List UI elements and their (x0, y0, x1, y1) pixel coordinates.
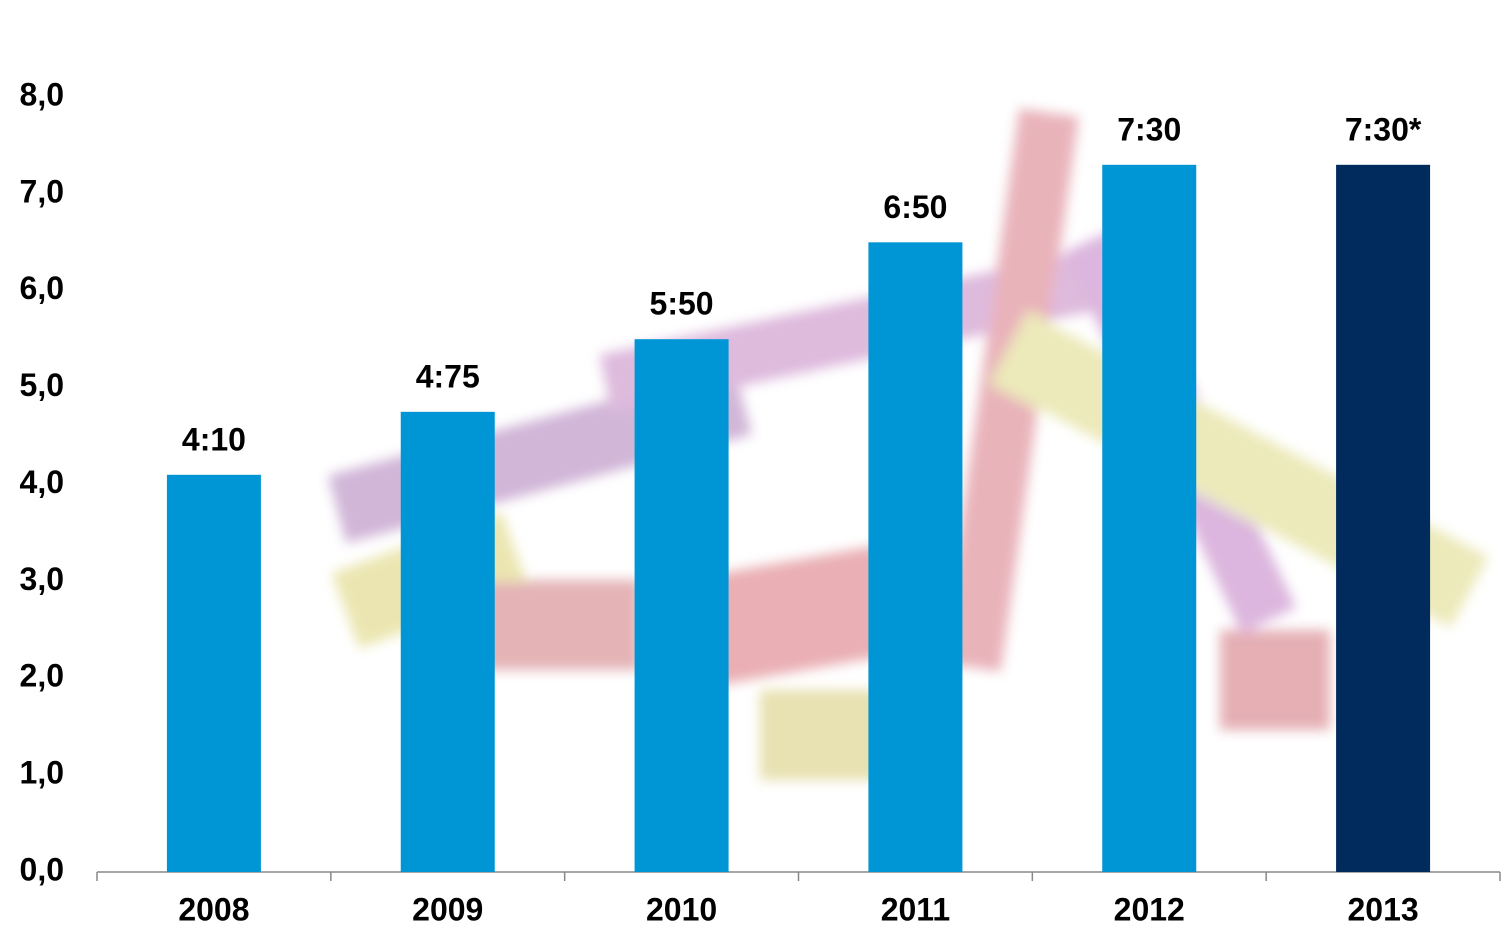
y-tick-label: 4,0 (20, 464, 64, 500)
bar (166, 474, 261, 872)
bar (868, 242, 963, 872)
y-tick-label: 0,0 (20, 851, 64, 887)
bar (634, 339, 729, 872)
value-label: 4:10 (182, 421, 246, 457)
x-tick-label: 2013 (1347, 891, 1418, 927)
y-tick-label: 5,0 (20, 367, 64, 403)
y-tick-label: 6,0 (20, 270, 64, 306)
y-tick-label: 3,0 (20, 561, 64, 597)
value-label: 4:75 (416, 358, 480, 394)
x-tick-label: 2009 (412, 891, 483, 927)
bar (1336, 164, 1431, 872)
value-label: 7:30* (1345, 111, 1422, 147)
bar (400, 411, 495, 872)
y-tick-label: 8,0 (20, 76, 64, 112)
x-tick-label: 2012 (1114, 891, 1185, 927)
y-tick-label: 7,0 (20, 173, 64, 209)
x-tick-label: 2010 (646, 891, 717, 927)
bar (1102, 164, 1197, 872)
x-tick-label: 2008 (178, 891, 249, 927)
value-label: 7:30 (1117, 111, 1181, 147)
x-tick-label: 2011 (881, 891, 950, 927)
y-tick-label: 2,0 (20, 658, 64, 694)
value-label: 5:50 (650, 286, 714, 322)
y-tick-label: 1,0 (20, 755, 64, 791)
value-label: 6:50 (883, 189, 947, 225)
